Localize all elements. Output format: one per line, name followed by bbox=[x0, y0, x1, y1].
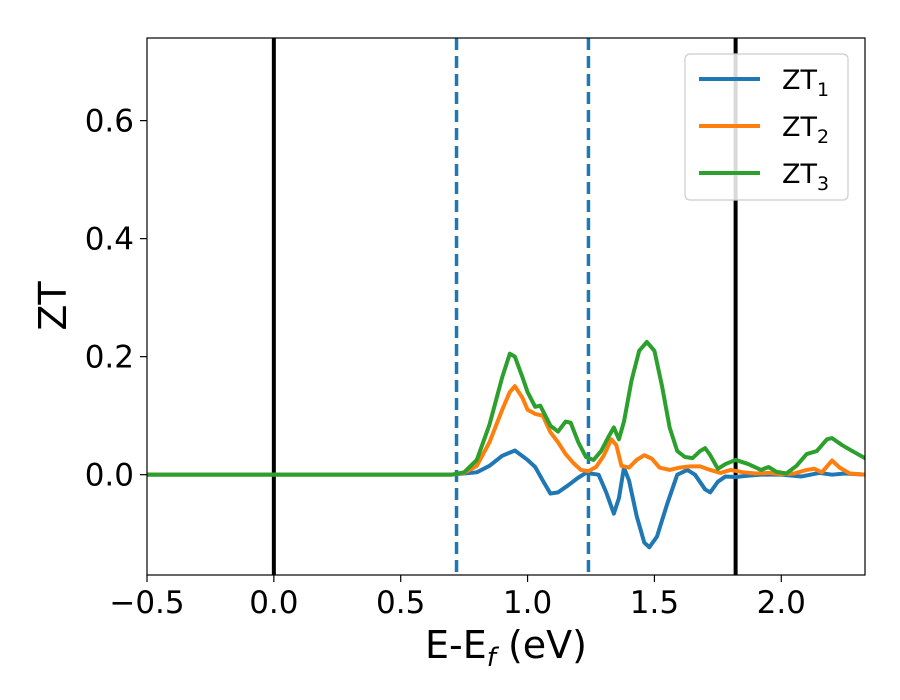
y-tick-label: 0.2 bbox=[85, 340, 134, 376]
legend-box bbox=[684, 53, 849, 201]
series-lines bbox=[147, 339, 865, 550]
legend-label-zt2: ZT2 bbox=[782, 112, 829, 148]
x-tick-label: 0.5 bbox=[376, 585, 425, 621]
legend-label-zt1: ZT1 bbox=[782, 65, 829, 101]
legend-label-zt3: ZT3 bbox=[782, 159, 829, 195]
y-tick-label: 0.0 bbox=[85, 458, 134, 494]
x-tick-label: 1.0 bbox=[503, 585, 552, 621]
x-tick-label: 1.5 bbox=[630, 585, 679, 621]
x-tick-label: 2.0 bbox=[757, 585, 806, 621]
x-tick-label: −0.5 bbox=[109, 585, 184, 621]
y-axis: 0.0 0.2 0.4 0.6 bbox=[85, 104, 147, 494]
series-line-zt3 bbox=[147, 339, 865, 477]
series-line-zt2 bbox=[147, 384, 865, 477]
y-axis-label: ZT bbox=[31, 281, 75, 331]
plot-frame bbox=[146, 37, 866, 576]
x-tick-label: 0.0 bbox=[249, 585, 298, 621]
y-tick-label: 0.6 bbox=[85, 104, 134, 140]
legend: ZT1 ZT2 ZT3 bbox=[684, 53, 849, 201]
x-axis-label: E-Ef (eV) bbox=[425, 623, 587, 673]
vertical-reference-lines bbox=[271, 38, 738, 575]
x-axis: −0.5 0.0 0.5 1.0 1.5 2.0 bbox=[109, 575, 806, 621]
series-line-zt1 bbox=[147, 448, 865, 550]
y-tick-label: 0.4 bbox=[85, 222, 134, 258]
